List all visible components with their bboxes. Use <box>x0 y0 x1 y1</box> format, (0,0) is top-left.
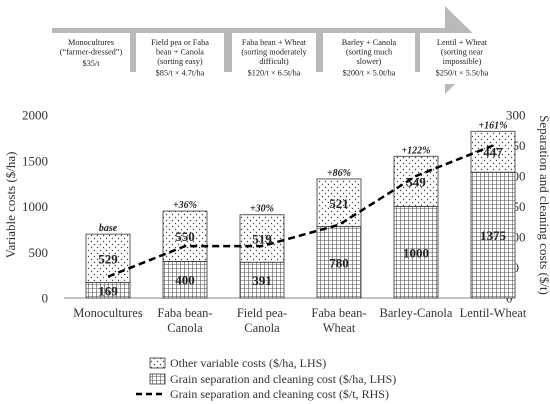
line-separation-cost-per-t <box>107 144 494 278</box>
y-tick-label-right: 300 <box>506 108 526 123</box>
x-tick-label: Field pea- <box>237 306 287 320</box>
bar-top-label: +122% <box>401 145 430 156</box>
bar-data-label-separation: 780 <box>329 255 349 270</box>
banner-box-cost: $35/t <box>82 59 100 68</box>
legend-label-separation-t: Grain separation and cleaning cost ($/t,… <box>170 387 389 401</box>
banner-box-line: bean + Canola <box>156 48 204 57</box>
bar-data-label-other: 529 <box>98 251 118 266</box>
banner-box-cost: $250/t × 5.5t/ha <box>436 69 489 78</box>
x-tick-label: Faba bean- <box>157 306 212 320</box>
x-tick-label: Lentil-Wheat <box>460 306 527 320</box>
bar-other-costs <box>239 214 285 263</box>
rhs-line <box>107 144 494 278</box>
y-tick-label-left: 500 <box>29 245 49 260</box>
x-tick-label: Monocultures <box>73 306 143 320</box>
banner-box-line: impossible) <box>443 57 482 66</box>
legend-label-separation-ha: Grain separation and cleaning cost ($/ha… <box>170 372 396 386</box>
bar-other-costs <box>393 155 439 207</box>
y-tick-label-left: 0 <box>42 291 49 306</box>
bar-data-label-other: 519 <box>252 231 272 246</box>
banner-box-cost: $120/t × 6.5t/ha <box>248 69 301 78</box>
banner-box-line: Barley + Canola <box>342 38 397 47</box>
bar-separation-cost <box>393 206 439 299</box>
banner-box-line: (sorting much <box>346 48 393 57</box>
y-axis-left: 0 500 1000 1500 2000 <box>22 108 48 306</box>
y-tick-label-left: 2000 <box>22 108 48 123</box>
x-tick-label: Canola <box>167 321 203 335</box>
y-axis-right-title: Separation and cleaning costs ($/t) <box>537 115 550 295</box>
x-tick-label: Barley-Canola <box>380 306 453 320</box>
bar-separation-cost <box>239 261 285 299</box>
bar-data-label-other: 521 <box>329 196 349 211</box>
legend-swatch-separation-ha <box>149 373 166 385</box>
bar-top-label: +30% <box>250 204 274 215</box>
banner-box-bg <box>323 33 415 84</box>
banner-box-bg <box>52 33 130 84</box>
legend-label-other: Other variable costs ($/ha, LHS) <box>170 356 326 370</box>
legend: Other variable costs ($/ha, LHS) Grain s… <box>136 356 396 401</box>
bar-top-label: +161% <box>478 120 507 131</box>
banner-box-line: Faba bean + Wheat <box>242 38 307 47</box>
bar-data-label-separation: 400 <box>175 273 195 288</box>
banner-box: Faba bean + Wheat(sorting moderatelydiff… <box>232 33 316 84</box>
bar-top-label: +36% <box>173 200 197 211</box>
bar-separation-cost <box>316 226 362 299</box>
banner-box-line: (sorting moderately <box>241 48 307 57</box>
banner-box-line: (sorting near <box>441 48 483 57</box>
banner-box-bg <box>136 33 224 84</box>
x-tick-label: Wheat <box>323 321 356 335</box>
legend-swatch-other <box>149 357 166 369</box>
banner-box-line: Lentil + Wheat <box>437 38 488 47</box>
bar-data-label-separation: 391 <box>252 273 272 288</box>
bar-data-label-separation: 169 <box>98 283 118 298</box>
banner-box-line: (sorting easy) <box>157 57 203 66</box>
banner-box-bg <box>232 33 316 84</box>
bar-top-label: base <box>99 223 118 234</box>
x-tick-label: Canola <box>244 321 280 335</box>
bar-separation-cost <box>162 260 208 299</box>
bar-top-label: +86% <box>327 168 351 179</box>
bar-data-label-other: 447 <box>483 145 503 160</box>
banner-box-line: (“farmer-dressed”) <box>60 48 123 57</box>
bar-other-costs <box>316 178 362 228</box>
banner-box-cost: $85/t × 4.7t/ha <box>156 69 205 78</box>
bar-separation-cost <box>470 171 516 299</box>
bar-data-label-other: 550 <box>175 229 195 244</box>
x-tick-label: Faba bean- <box>311 306 366 320</box>
bar-data-label-separation: 1000 <box>403 245 429 260</box>
banner-box-line: difficult) <box>259 57 289 66</box>
y-tick-label-left: 1500 <box>22 153 48 168</box>
banner-box-line: slower) <box>357 57 382 66</box>
banner-box-line: Field pea or Faba <box>151 38 209 47</box>
banner-box-line: Monocultures <box>68 38 114 47</box>
bar-other-costs <box>85 233 131 283</box>
banner-box: Monocultures(“farmer-dressed”) $35/t <box>52 33 130 84</box>
bar-data-label-separation: 1375 <box>480 228 507 243</box>
y-tick-label-left: 1000 <box>22 199 48 214</box>
banner-boxes: Monocultures(“farmer-dressed”) $35/t Field… <box>52 33 504 84</box>
banner-box-bg <box>420 33 504 84</box>
banner-box-cost: $200/t × 5.0t/ha <box>343 69 396 78</box>
y-axis-left-title: Variable costs ($/ha) <box>3 152 18 259</box>
bars: 169 529 base 400 550 +36% 391 519 +30% 780 521 +86%… <box>85 120 516 299</box>
